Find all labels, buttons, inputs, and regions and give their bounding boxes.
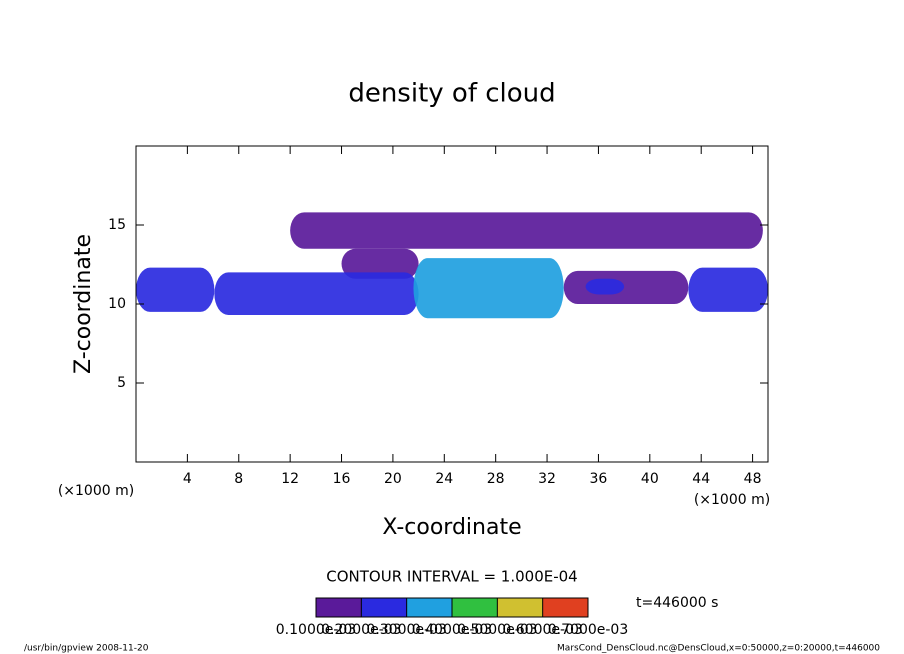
colorbar-tick-label: 0.6000e-03 bbox=[502, 622, 582, 638]
x-tick-label: 44 bbox=[692, 471, 710, 487]
x-unit: (×1000 m) bbox=[694, 492, 770, 508]
x-tick-label: 48 bbox=[744, 471, 762, 487]
colorbar-swatch bbox=[316, 598, 362, 617]
cloud-region bbox=[136, 267, 215, 312]
y-tick-label: 5 bbox=[117, 375, 126, 391]
colorbar-tick-label: 0.5000e-03 bbox=[457, 622, 537, 638]
footer: /usr/bin/gpview 2008-11-20 bbox=[24, 644, 149, 654]
y-axis-label: Z-coordinate bbox=[71, 234, 96, 374]
colorbar-swatch bbox=[542, 598, 588, 617]
colorbar-tick-label: 0.1000e-03 bbox=[276, 622, 356, 638]
x-tick-label: 20 bbox=[384, 471, 402, 487]
colorbar-tick-label: 0.7000e-03 bbox=[548, 622, 628, 638]
contour-interval: CONTOUR INTERVAL = 1.000E-04 bbox=[326, 568, 577, 586]
x-tick-label: 32 bbox=[538, 471, 556, 487]
footer: MarsCond_DensCloud.nc@DensCloud,x=0:5000… bbox=[557, 644, 880, 654]
x-tick-label: 12 bbox=[281, 471, 299, 487]
x-tick-label: 8 bbox=[234, 471, 243, 487]
x-tick-label: 24 bbox=[435, 471, 453, 487]
cloud-region bbox=[341, 248, 419, 279]
y-tick-label: 15 bbox=[108, 217, 126, 233]
cloud-region bbox=[290, 212, 763, 249]
x-tick-label: 4 bbox=[183, 471, 192, 487]
colorbar-swatch bbox=[452, 598, 498, 617]
cloud-region bbox=[214, 272, 419, 316]
colorbar-swatch bbox=[406, 598, 452, 617]
x-axis-label: X-coordinate bbox=[382, 515, 521, 540]
colorbar-tick-label: 0.2000e-03 bbox=[321, 622, 401, 638]
x-tick-label: 40 bbox=[641, 471, 659, 487]
x-unit: (×1000 m) bbox=[58, 483, 134, 499]
y-tick-label: 10 bbox=[108, 296, 126, 312]
x-tick-label: 16 bbox=[333, 471, 351, 487]
cloud-region bbox=[563, 270, 689, 304]
x-tick-label: 36 bbox=[590, 471, 608, 487]
cloud-region bbox=[585, 278, 625, 295]
colorbar-swatch bbox=[497, 598, 543, 617]
cloud-region bbox=[688, 267, 768, 312]
cloud-region bbox=[413, 258, 564, 319]
chart-title: density of cloud bbox=[348, 79, 555, 109]
colorbar-swatch bbox=[361, 598, 407, 617]
colorbar-tick-label: 0.4000e-03 bbox=[412, 622, 492, 638]
x-tick-label: 28 bbox=[487, 471, 505, 487]
time-label: t=446000 s bbox=[636, 595, 718, 611]
colorbar-tick-label: 0.3000e-03 bbox=[366, 622, 446, 638]
